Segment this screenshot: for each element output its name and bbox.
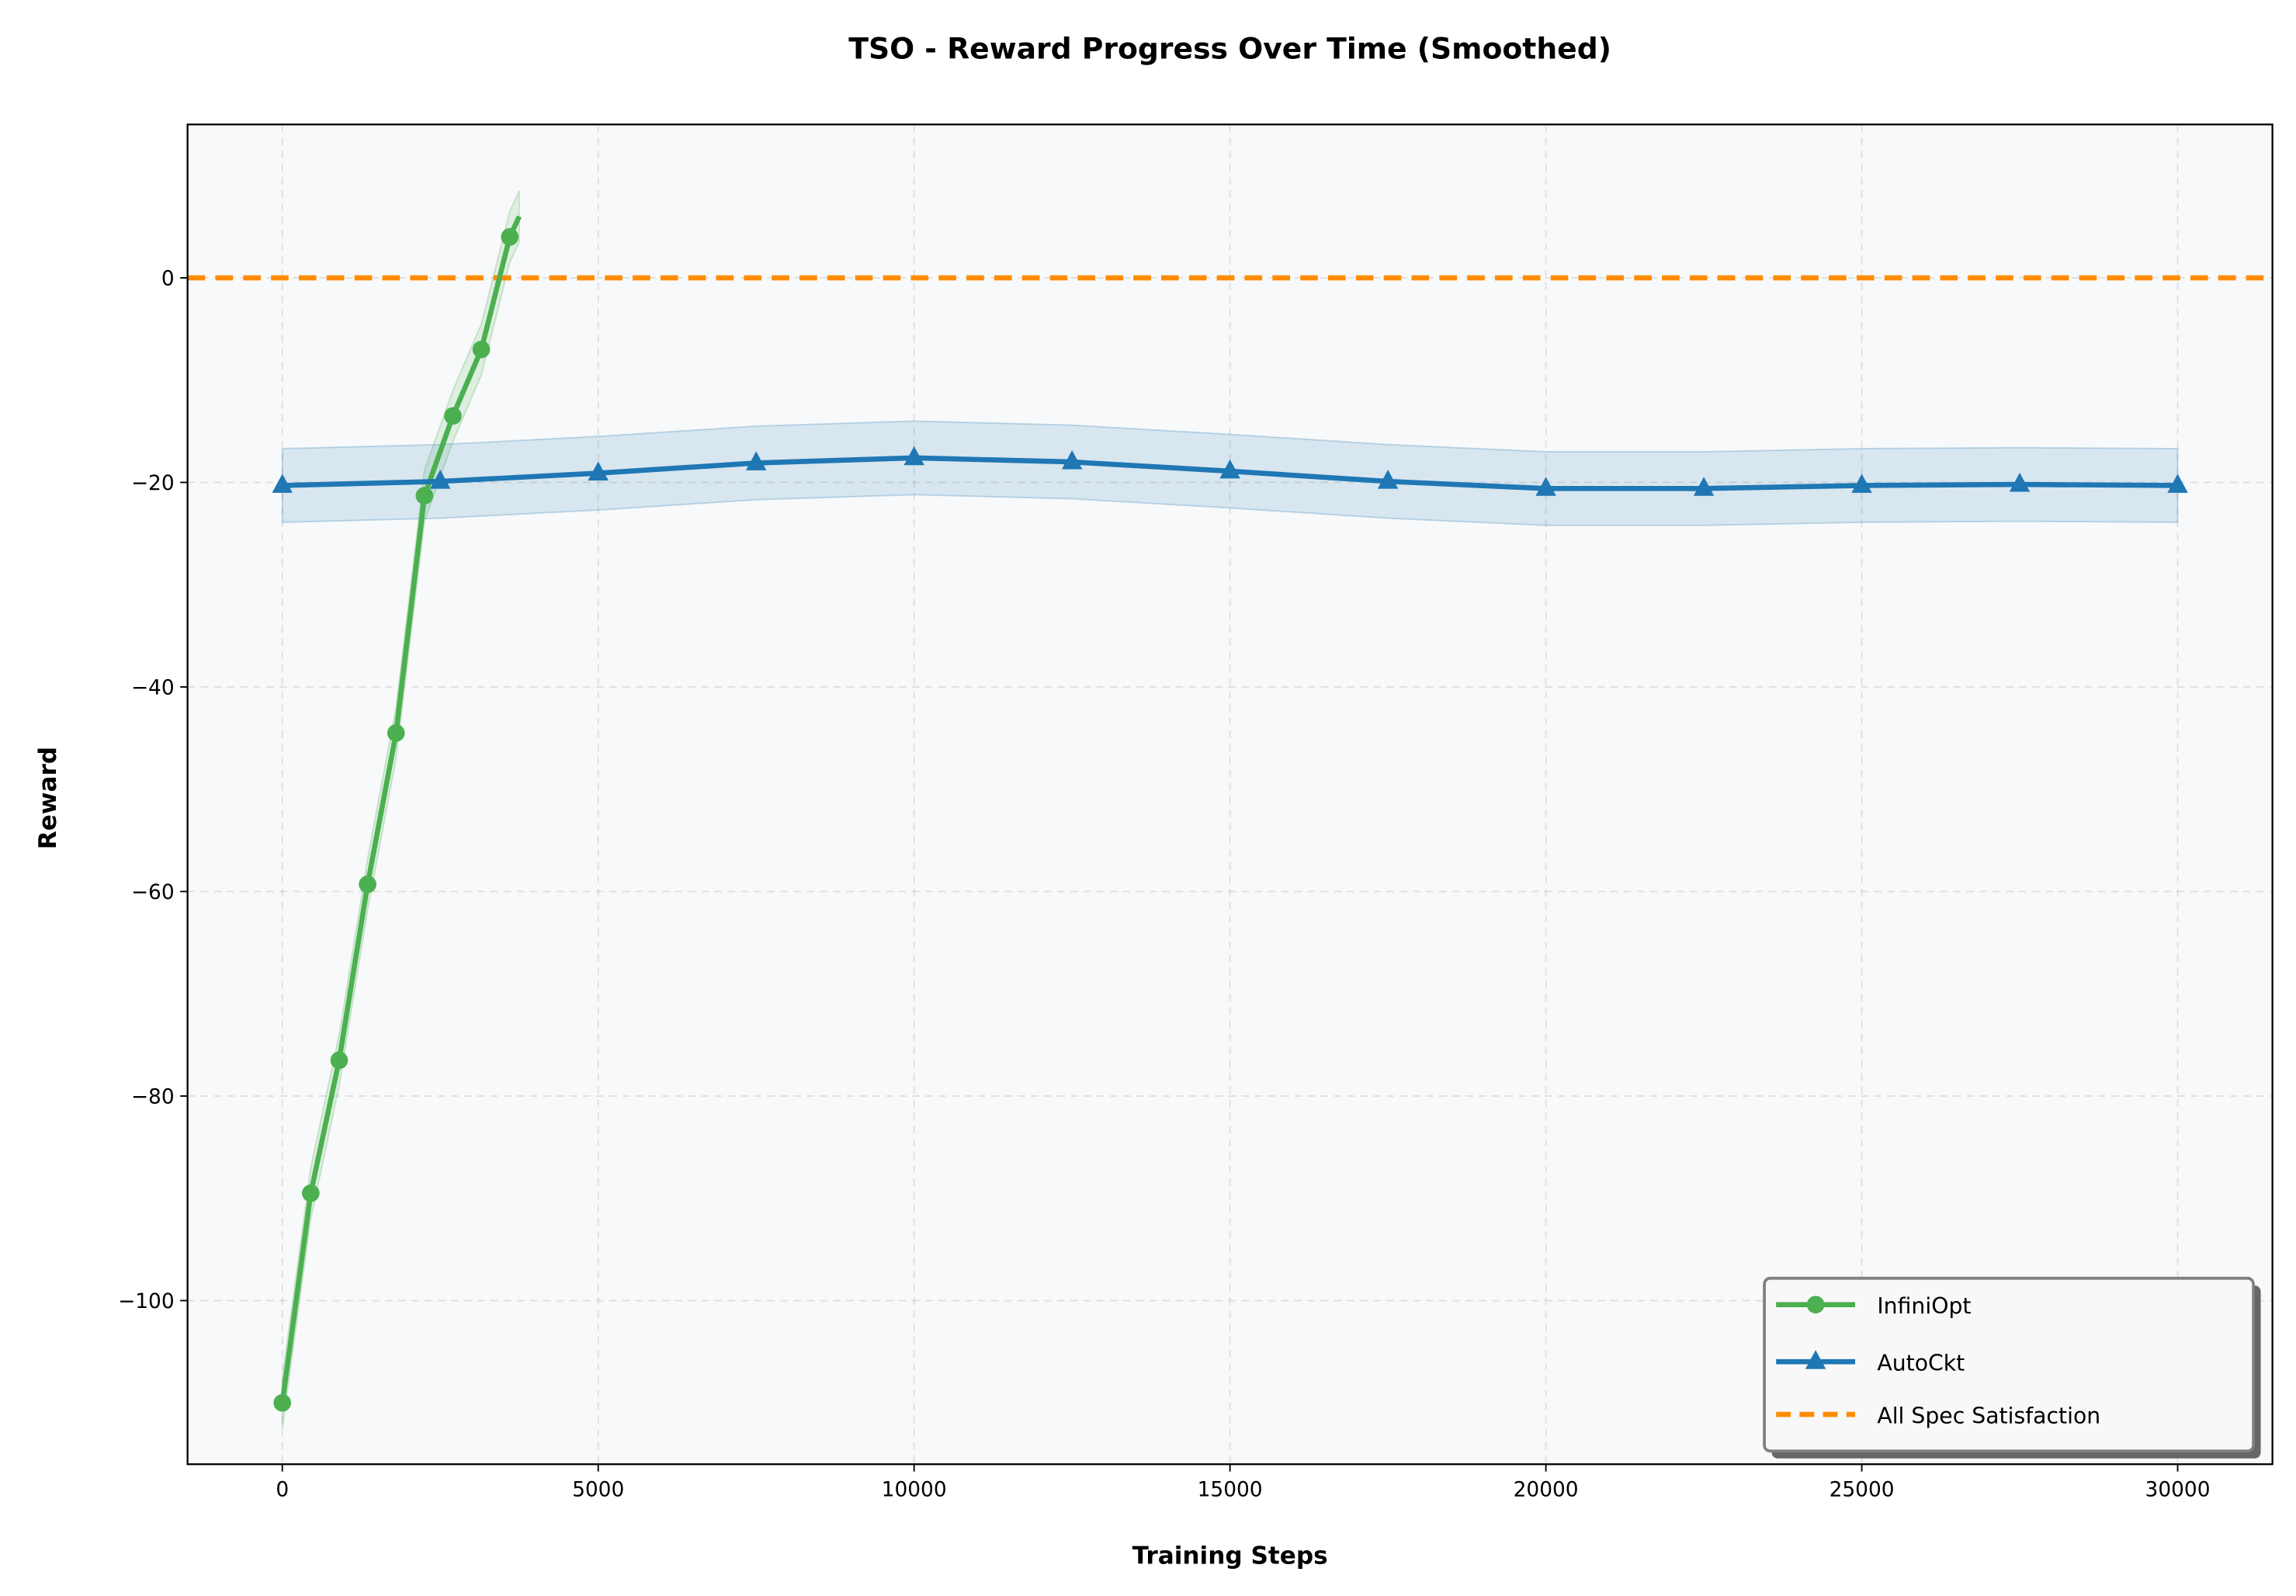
legend-marker-circle (1806, 1296, 1825, 1313)
x-tick-label: 10000 (882, 1478, 947, 1502)
data-point-autockt (1851, 474, 1872, 493)
y-axis-label: Reward (34, 747, 62, 849)
data-point-infiniopt (415, 487, 434, 505)
legend: InfiniOpt AutoCkt All Spec Satisfaction (1763, 1276, 2261, 1459)
data-point-infiniopt (273, 1393, 292, 1412)
data-point-autockt (272, 474, 293, 493)
y-tick-label: −60 (131, 880, 175, 904)
x-tick-label: 20000 (1514, 1478, 1579, 1502)
data-point-infiniopt (387, 723, 405, 742)
plot-area (187, 124, 2273, 1465)
y-tick-label: −100 (118, 1289, 174, 1313)
y-tick-label: −80 (131, 1084, 175, 1109)
data-point-autockt (1693, 477, 1715, 496)
data-point-infiniopt (302, 1184, 320, 1202)
data-point-autockt (2009, 472, 2031, 492)
chart-title: TSO - Reward Progress Over Time (Smoothe… (848, 31, 1611, 65)
legend-label-spec: All Spec Satisfaction (1877, 1403, 2100, 1428)
x-tick-label: 5000 (572, 1478, 624, 1502)
legend-label-infiniopt: InfiniOpt (1877, 1293, 1971, 1319)
legend-label-autockt: AutoCkt (1877, 1351, 1965, 1376)
ticks: 0 5000 10000 15000 20000 25000 30000 −100 −80 −60… (118, 266, 2210, 1501)
data-point-autockt (2167, 474, 2188, 493)
data-point-autockt (745, 451, 767, 470)
x-axis-label: Training Steps (1132, 1542, 1328, 1570)
data-point-infiniopt (501, 227, 519, 246)
data-point-autockt (1377, 470, 1399, 489)
data-point-autockt (588, 461, 609, 481)
series-line-infiniopt (279, 215, 522, 1403)
data-point-autockt (1219, 459, 1240, 479)
series-lines (272, 215, 2188, 1412)
data-point-infiniopt (472, 340, 491, 359)
data-point-infiniopt (444, 407, 462, 425)
legend-marker-triangle (1805, 1350, 1826, 1369)
x-tick-label: 0 (276, 1478, 289, 1502)
x-tick-label: 30000 (2145, 1478, 2211, 1502)
y-tick-label: −40 (131, 675, 175, 699)
y-tick-label: 0 (161, 266, 175, 290)
legend-box (1763, 1276, 2255, 1453)
data-point-autockt (1061, 450, 1083, 470)
data-point-infiniopt (359, 875, 376, 893)
data-point-autockt (430, 470, 451, 489)
data-point-autockt (903, 446, 924, 466)
data-point-autockt (1535, 477, 1556, 496)
data-point-infiniopt (330, 1051, 349, 1070)
y-tick-label: −20 (131, 471, 175, 495)
confidence-band-infiniopt (281, 190, 520, 1429)
x-tick-label: 15000 (1198, 1478, 1263, 1502)
x-tick-label: 25000 (1830, 1478, 1895, 1502)
